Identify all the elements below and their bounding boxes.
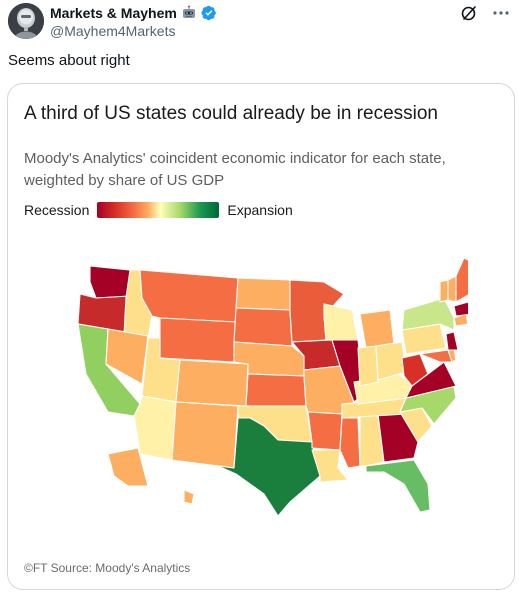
us-state-map [77, 257, 468, 517]
more-options-icon[interactable] [491, 3, 511, 23]
state-mt [139, 269, 239, 323]
state-co [175, 359, 249, 407]
state-ak [107, 447, 149, 487]
state-nv [105, 328, 149, 385]
legend-high-label: Expansion [227, 202, 293, 218]
state-wy [159, 317, 237, 363]
state-sd [233, 307, 293, 347]
state-fl [365, 459, 431, 513]
state-wa [89, 265, 131, 299]
state-va [405, 361, 457, 399]
tweet-text: Seems about right [8, 52, 130, 69]
color-legend: Recession Expansion [24, 201, 293, 219]
robot-badge-icon [181, 5, 197, 21]
grok-icon[interactable] [459, 3, 479, 23]
media-card[interactable]: A third of US states could already be in… [7, 83, 515, 590]
state-ks [245, 373, 307, 407]
chart-source: ©FT Source: Moody's Analytics [24, 561, 191, 575]
state-wi [323, 303, 359, 341]
state-vt [439, 279, 449, 303]
state-ma [453, 301, 468, 317]
chart-subtitle: Moody's Analytics' coincident economic i… [24, 150, 446, 189]
state-ms [339, 417, 361, 469]
display-name[interactable]: Markets & Mayhem [50, 5, 177, 21]
state-in [357, 345, 379, 387]
legend-low-label: Recession [24, 202, 90, 218]
avatar-robot-image [8, 3, 44, 39]
state-hi [183, 489, 195, 505]
verified-check-icon[interactable] [201, 5, 217, 21]
state-nj [445, 331, 459, 351]
legend-gradient-bar [97, 202, 220, 218]
state-tx [217, 417, 321, 517]
name-row: Markets & Mayhem [50, 4, 217, 22]
state-mi [359, 309, 395, 349]
state-oh [375, 341, 407, 381]
tweet-header: Markets & Mayhem @Mayhem4Markets [8, 3, 511, 43]
header-actions [459, 3, 511, 23]
state-nd [235, 277, 291, 311]
state-az [133, 395, 177, 461]
state-ar [307, 411, 343, 451]
avatar[interactable] [8, 3, 44, 39]
chart-title: A third of US states could already be in… [24, 103, 439, 124]
handle[interactable]: @Mayhem4Markets [50, 23, 176, 39]
state-nh [447, 275, 457, 303]
state-ny [401, 297, 455, 331]
state-nm [171, 401, 239, 469]
state-me [455, 257, 468, 303]
state-md [419, 349, 453, 363]
